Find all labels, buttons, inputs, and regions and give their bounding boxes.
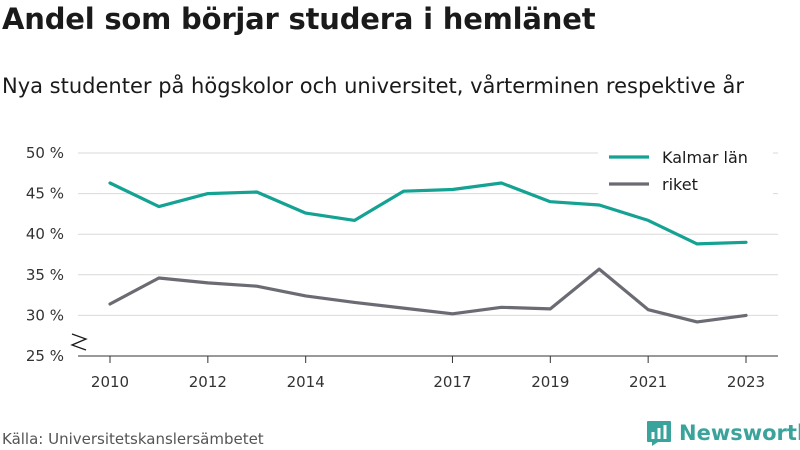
x-tick-label-2023: 2023 (727, 373, 765, 391)
legend-background (598, 140, 773, 196)
x-tick-label-2012: 2012 (189, 373, 227, 391)
chart-subtitle: Nya studenter på högskolor och universit… (2, 74, 744, 98)
x-tick-label-2014: 2014 (287, 373, 325, 391)
y-tick-label-35: 35 % (26, 266, 64, 284)
series-lines (108, 181, 748, 324)
y-tick-labels: 25 % 30 % 35 % 40 % 45 % 50 % (26, 144, 64, 365)
series-line-1 (108, 267, 748, 324)
y-tick-label-40: 40 % (26, 225, 64, 243)
legend-label-1: riket (662, 175, 698, 194)
source-note: Källa: Universitetskanslersämbetet (2, 430, 264, 448)
x-tick-labels: 2010 2012 2014 2017 2019 2021 2023 (91, 373, 765, 391)
x-tick-label-2017: 2017 (433, 373, 471, 391)
y-tick-label-50: 50 % (26, 144, 64, 162)
newsworthy-logo-icon (647, 421, 671, 446)
x-axis (70, 333, 778, 363)
x-tick-label-2010: 2010 (91, 373, 129, 391)
chart-title: Andel som börjar studera i hemlänet (2, 2, 596, 36)
y-tick-label-25: 25 % (26, 347, 64, 365)
x-tick-label-2019: 2019 (531, 373, 569, 391)
y-tick-label-30: 30 % (26, 306, 64, 324)
y-tick-label-45: 45 % (26, 185, 64, 203)
brand-logo[interactable]: Newsworthy (645, 419, 800, 447)
legend-label-0: Kalmar län (662, 148, 748, 167)
series-line-0 (108, 181, 748, 246)
x-tick-label-2021: 2021 (629, 373, 667, 391)
axis-break-mark (70, 333, 88, 351)
brand-name: Newsworthy (679, 421, 800, 445)
legend: Kalmar län riket (598, 140, 773, 196)
